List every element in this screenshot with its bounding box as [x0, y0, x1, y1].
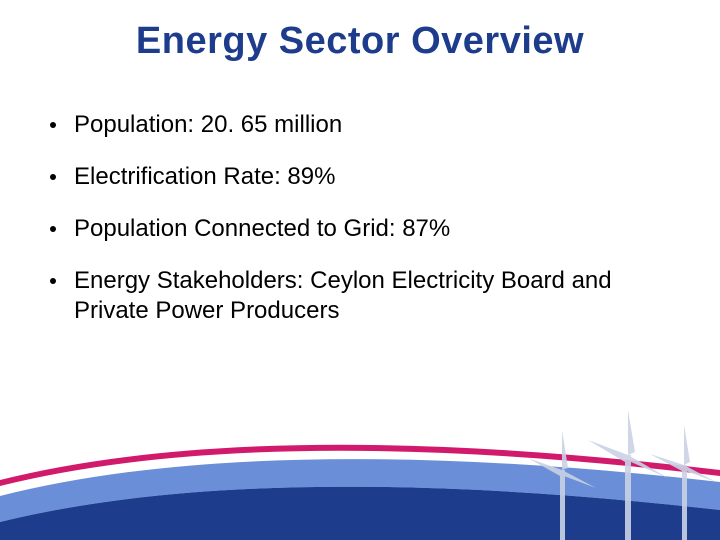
list-item: Energy Stakeholders: Ceylon Electricity … — [50, 266, 670, 326]
bullet-icon — [50, 278, 56, 284]
list-item: Population: 20. 65 million — [50, 110, 670, 140]
list-item: Population Connected to Grid: 87% — [50, 214, 670, 244]
bullet-icon — [50, 226, 56, 232]
bullet-icon — [50, 122, 56, 128]
bullet-text: Electrification Rate: 89% — [74, 162, 335, 192]
bullet-text: Energy Stakeholders: Ceylon Electricity … — [74, 266, 670, 326]
decorative-swoosh — [0, 410, 720, 540]
bullet-icon — [50, 174, 56, 180]
bullet-list: Population: 20. 65 million Electrificati… — [50, 110, 670, 348]
bullet-text: Population: 20. 65 million — [74, 110, 342, 140]
bullet-text: Population Connected to Grid: 87% — [74, 214, 450, 244]
list-item: Electrification Rate: 89% — [50, 162, 670, 192]
slide: Energy Sector Overview Population: 20. 6… — [0, 0, 720, 540]
slide-title: Energy Sector Overview — [0, 20, 720, 63]
